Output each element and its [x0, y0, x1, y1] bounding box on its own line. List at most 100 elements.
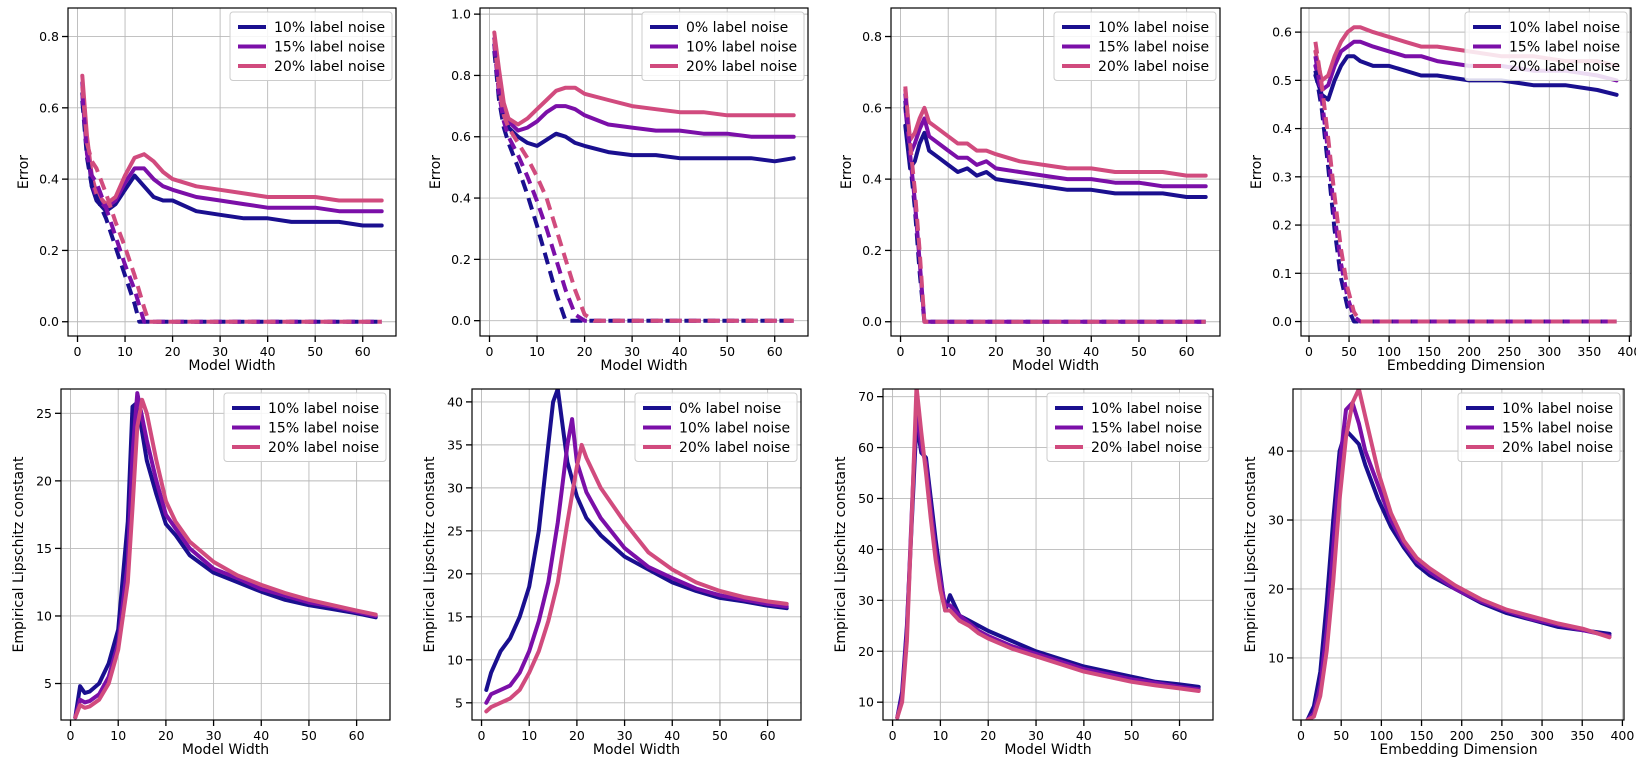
x-tick-label: 40 — [1076, 728, 1092, 743]
x-tick-label: 0 — [1305, 344, 1313, 359]
x-tick-label: 50 — [307, 344, 323, 359]
x-tick-label: 100 — [1369, 728, 1393, 743]
legend-label: 20% label noise — [1091, 440, 1202, 456]
x-tick-label: 300 — [1530, 728, 1554, 743]
legend: 10% label noise 15% label noise 20% label … — [1464, 11, 1628, 81]
y-axis-label: Error — [16, 155, 32, 189]
legend-label: 20% label noise — [268, 440, 379, 456]
x-tick-label: 20 — [980, 728, 996, 743]
y-tick-label: 0.4 — [451, 191, 471, 206]
y-tick-label: 20 — [858, 644, 874, 659]
train-error-line-4 — [80, 93, 382, 324]
plot-frame — [67, 7, 397, 337]
x-tick-label: 40 — [260, 344, 276, 359]
series-line-2 — [484, 442, 789, 714]
legend-box — [1053, 11, 1217, 81]
x-tick-label: 30 — [206, 728, 222, 743]
y-tick-label: 0.8 — [451, 68, 471, 83]
x-tick-label: 0 — [486, 344, 494, 359]
x-axis-label: Model Width — [188, 358, 275, 374]
x-tick-label: 50 — [1131, 344, 1147, 359]
y-tick-label: 5 — [44, 676, 52, 691]
series-group — [80, 73, 384, 324]
x-tick-label: 0 — [889, 728, 897, 743]
legend: 10% label noise 15% label noise 20% label … — [1053, 11, 1217, 81]
x-tick-label: 10 — [529, 344, 545, 359]
x-tick-label: 60 — [355, 344, 371, 359]
series-line-1 — [484, 417, 789, 705]
legend-label: 15% label noise — [1502, 421, 1613, 437]
series-group — [484, 389, 789, 714]
series-group — [73, 391, 378, 720]
x-tick-label: 20 — [988, 344, 1004, 359]
legend-label: 10% label noise — [268, 401, 379, 417]
legend-label: 10% label noise — [1509, 20, 1620, 36]
y-tick-label: 40 — [447, 394, 463, 409]
x-tick-label: 40 — [672, 344, 688, 359]
x-axis-label: Model Width — [1004, 742, 1091, 758]
panel-top-4: 0 50 100 150 200 250 300 350 400 0.0 0.1 0.2 0.3 0.4 0… — [1249, 7, 1636, 374]
legend-label: 10% label noise — [679, 421, 790, 437]
x-axis-label: Embedding Dimension — [1387, 358, 1545, 374]
legend-label: 20% label noise — [1509, 59, 1620, 75]
y-tick-label: 25 — [447, 523, 463, 538]
y-tick-label: 0.6 — [862, 100, 882, 115]
plot-frame — [1300, 7, 1632, 337]
panel-bottom-4: 0 50 100 150 200 250 300 350 400 10 20 30 40 Embeddin… — [1243, 388, 1634, 758]
x-tick-label: 40 — [1083, 344, 1099, 359]
train-error-line-5 — [492, 38, 794, 323]
y-tick-label: 0.6 — [1272, 25, 1292, 40]
y-tick-label: 30 — [447, 480, 463, 495]
legend-label: 0% label noise — [679, 401, 781, 417]
y-tick-label: 15 — [447, 609, 463, 624]
legend: 0% label noise 10% label noise 20% label n… — [641, 11, 805, 81]
legend-box — [634, 392, 798, 462]
plot-frame — [1292, 388, 1625, 721]
legend: 10% label noise 15% label noise 20% label … — [223, 392, 387, 462]
x-tick-label: 20 — [158, 728, 174, 743]
series-line-0 — [895, 420, 1201, 720]
legend-label: 20% label noise — [679, 440, 790, 456]
x-tick-label: 60 — [1172, 728, 1188, 743]
y-axis-label: Empirical Lipschitz constant — [422, 456, 438, 653]
x-tick-label: 350 — [1577, 344, 1601, 359]
x-tick-label: 200 — [1450, 728, 1474, 743]
y-axis-label: Error — [1249, 155, 1265, 189]
x-axis-label: Model Width — [593, 742, 680, 758]
legend-label: 15% label noise — [268, 421, 379, 437]
x-tick-label: 50 — [1341, 344, 1357, 359]
y-axis-label: Empirical Lipschitz constant — [833, 456, 849, 653]
legend-label: 0% label noise — [686, 20, 788, 36]
x-tick-label: 30 — [617, 728, 633, 743]
y-tick-label: 5 — [455, 695, 463, 710]
x-tick-label: 200 — [1457, 344, 1481, 359]
y-tick-label: 60 — [858, 440, 874, 455]
legend-label: 15% label noise — [1091, 421, 1202, 437]
x-tick-label: 250 — [1497, 344, 1521, 359]
x-tick-label: 50 — [719, 344, 735, 359]
y-tick-label: 20 — [36, 473, 52, 488]
series-line-2 — [73, 397, 378, 720]
series-line-2 — [80, 73, 384, 207]
series-line-2 — [895, 389, 1201, 720]
y-axis-label: Error — [839, 155, 855, 189]
series-line-0 — [1305, 428, 1612, 720]
x-tick-label: 10 — [110, 728, 126, 743]
x-tick-label: 0 — [1297, 728, 1305, 743]
y-tick-label: 0.1 — [1272, 266, 1292, 281]
legend-label: 20% label noise — [274, 59, 385, 75]
y-axis-label: Empirical Lipschitz constant — [1243, 456, 1259, 653]
y-tick-label: 0.0 — [862, 314, 882, 329]
y-tick-label: 0.8 — [39, 29, 59, 44]
legend: 0% label noise 10% label noise 20% label n… — [634, 392, 798, 462]
plot-frame — [471, 388, 802, 721]
legend-label: 10% label noise — [274, 20, 385, 36]
x-tick-label: 150 — [1417, 344, 1441, 359]
plot-frame — [60, 388, 391, 721]
series-group — [492, 30, 796, 323]
y-axis-label: Empirical Lipschitz constant — [11, 456, 27, 653]
y-tick-label: 0.3 — [1272, 169, 1292, 184]
x-tick-label: 0 — [897, 344, 905, 359]
y-tick-label: 40 — [1268, 444, 1284, 459]
